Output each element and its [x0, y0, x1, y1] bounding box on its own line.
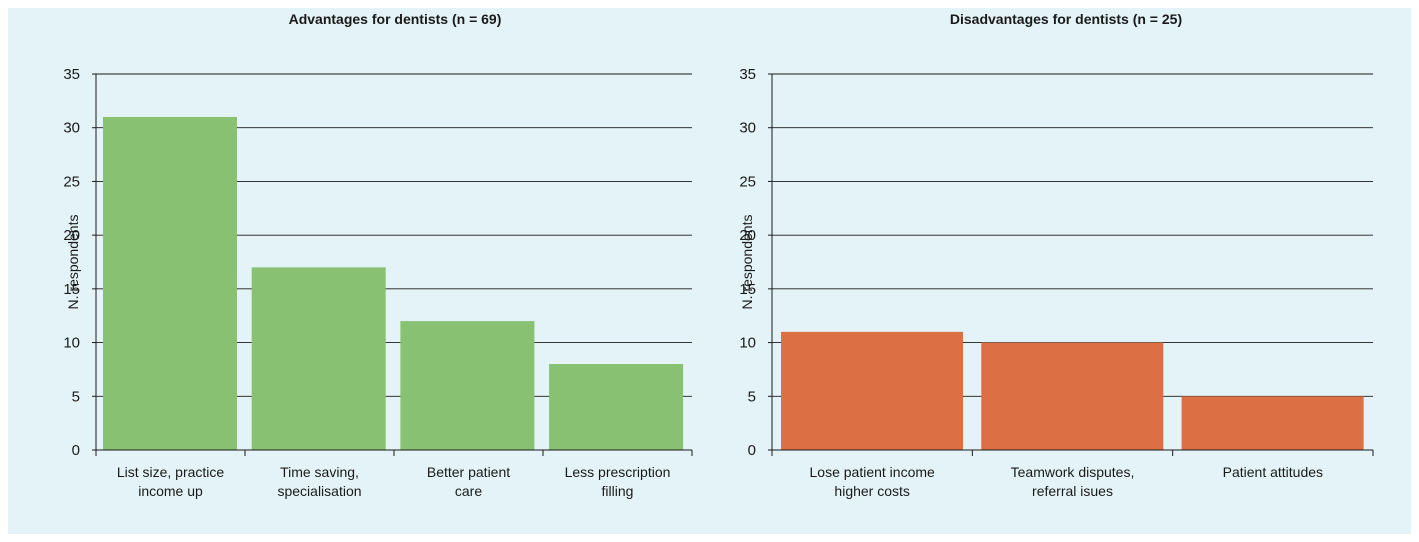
- y-tick-label: 15: [739, 281, 756, 298]
- x-tick-label: Patient attitudes: [1223, 464, 1323, 480]
- y-axis-label: N. respondents: [65, 215, 81, 310]
- y-tick-label: 5: [72, 388, 80, 405]
- chart-2: Disadvantages for dentists (n = 25) N. re…: [739, 11, 1374, 499]
- x-tick-label: Lose patient income higher costs: [810, 464, 936, 499]
- x-tick-label: Teamwork disputes, referral isues: [1011, 464, 1135, 499]
- bar: [103, 116, 237, 450]
- y-tick-label: 20: [63, 227, 80, 244]
- y-tick-label: 10: [63, 335, 80, 352]
- y-tick-label: 35: [739, 66, 756, 83]
- bar: [400, 321, 535, 450]
- chart-title: Disadvantages for dentists (n = 25): [950, 11, 1182, 27]
- x-tick-label: Better patient care: [427, 464, 510, 499]
- y-tick-label: 20: [739, 227, 756, 244]
- y-tick-label: 30: [739, 120, 756, 137]
- bar: [781, 331, 963, 450]
- y-tick-label: 0: [748, 442, 756, 459]
- y-axis-label: N. respondents: [739, 215, 755, 310]
- y-tick-label: 15: [63, 281, 80, 298]
- y-tick-label: 5: [748, 388, 756, 405]
- figure-panel: [8, 8, 1411, 534]
- y-tick-label: 30: [63, 120, 80, 137]
- chart-title: Advantages for dentists (n = 69): [289, 11, 502, 27]
- bar: [251, 267, 386, 450]
- x-tick-label: Time saving, specialisation: [277, 464, 361, 499]
- bar: [549, 364, 684, 450]
- y-tick-label: 0: [72, 442, 80, 459]
- bar: [981, 342, 1164, 450]
- chart-1: Advantages for dentists (n = 69) N. respo…: [63, 11, 693, 499]
- x-tick-label: Less prescription filling: [565, 464, 671, 499]
- x-tick-label: List size, practice income up: [117, 464, 225, 499]
- y-tick-label: 25: [739, 173, 756, 190]
- y-tick-label: 10: [739, 335, 756, 352]
- y-tick-label: 25: [63, 173, 80, 190]
- y-tick-label: 35: [63, 66, 80, 83]
- bar: [1181, 396, 1364, 450]
